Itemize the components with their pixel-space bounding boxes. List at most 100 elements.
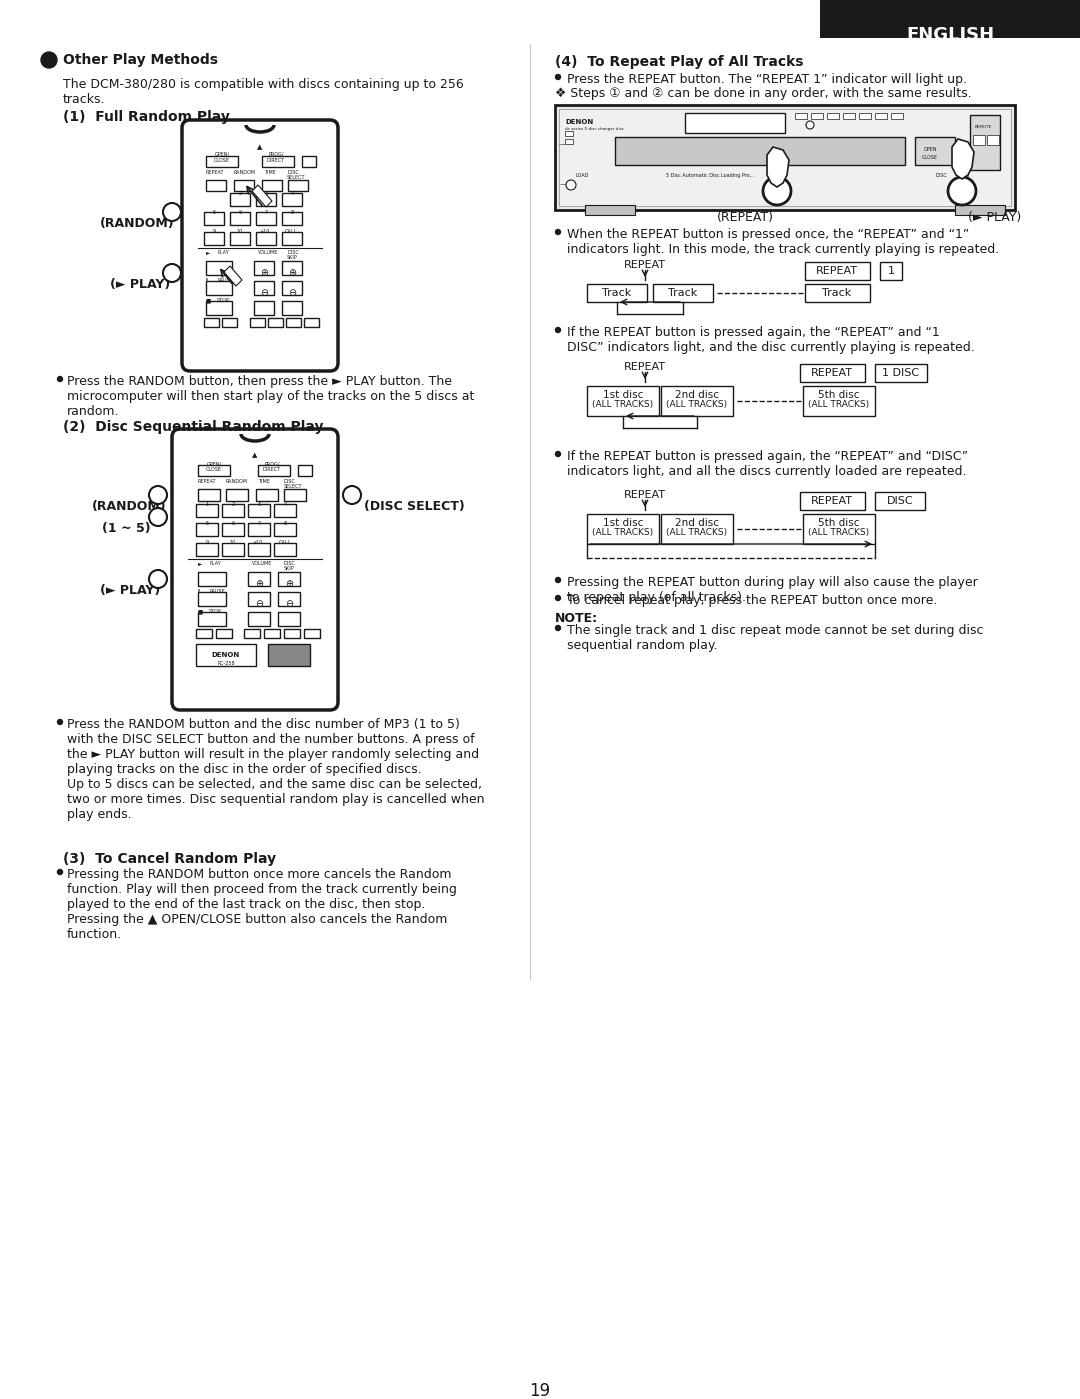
Text: II: II: [198, 589, 201, 595]
Text: 6: 6: [231, 520, 234, 526]
Text: DISC: DISC: [887, 497, 914, 506]
Bar: [230, 213, 249, 225]
Polygon shape: [951, 139, 974, 179]
Text: 1: 1: [772, 183, 782, 199]
Bar: [206, 157, 238, 166]
Text: 3: 3: [265, 192, 268, 196]
Bar: [915, 137, 955, 165]
Text: The single track and 1 disc repeat mode cannot be set during disc
sequential ran: The single track and 1 disc repeat mode …: [567, 624, 984, 652]
Bar: [248, 592, 270, 606]
Text: ■: ■: [198, 609, 203, 614]
Bar: [970, 115, 1000, 171]
Circle shape: [948, 178, 976, 206]
Circle shape: [555, 452, 561, 456]
Text: (DISC SELECT): (DISC SELECT): [364, 499, 464, 513]
Text: ►: ►: [198, 561, 202, 567]
Bar: [248, 611, 270, 625]
Text: PLAY: PLAY: [210, 561, 220, 567]
Text: PAUSE: PAUSE: [217, 278, 233, 283]
Text: 10: 10: [230, 540, 237, 546]
Circle shape: [163, 264, 181, 283]
Text: 8: 8: [283, 520, 286, 526]
Bar: [204, 213, 224, 225]
Text: (RANDOM): (RANDOM): [92, 499, 166, 513]
Text: 8: 8: [291, 210, 294, 215]
Text: OPEN/
CLOSE: OPEN/ CLOSE: [214, 152, 230, 162]
Bar: [843, 113, 855, 119]
Text: TIME: TIME: [258, 478, 270, 484]
Text: DISC: DISC: [284, 478, 296, 484]
Bar: [198, 464, 230, 476]
Bar: [268, 644, 310, 666]
Text: 4: 4: [283, 502, 286, 506]
Bar: [565, 132, 573, 136]
Bar: [805, 284, 870, 302]
Text: 2nd disc: 2nd disc: [675, 390, 719, 400]
Circle shape: [343, 485, 361, 504]
Text: PROG/
DIRECT: PROG/ DIRECT: [267, 152, 285, 162]
Text: VOLUME: VOLUME: [252, 561, 272, 567]
Text: 4: 4: [154, 574, 162, 583]
Text: Other Play Methods: Other Play Methods: [63, 53, 218, 67]
Bar: [987, 134, 999, 145]
Text: (1)  Full Random Play: (1) Full Random Play: [63, 111, 230, 125]
Text: SELECT: SELECT: [284, 484, 302, 490]
Circle shape: [762, 178, 791, 206]
Bar: [302, 157, 316, 166]
Text: LOAD: LOAD: [575, 173, 589, 178]
Text: When the REPEAT button is pressed once, the “REPEAT” and “1”
indicators light. I: When the REPEAT button is pressed once, …: [567, 228, 999, 256]
Bar: [278, 572, 300, 586]
Bar: [827, 113, 839, 119]
Bar: [256, 193, 276, 206]
Text: 4: 4: [291, 192, 294, 196]
Text: ⊖: ⊖: [288, 288, 296, 298]
Bar: [559, 109, 1011, 206]
Circle shape: [566, 180, 576, 190]
Bar: [248, 504, 270, 518]
Bar: [303, 318, 319, 327]
Text: (ALL TRACKS): (ALL TRACKS): [809, 400, 869, 410]
Text: 2: 2: [168, 269, 176, 278]
Bar: [274, 543, 296, 555]
Bar: [661, 386, 733, 416]
Text: (3)  To Cancel Random Play: (3) To Cancel Random Play: [63, 852, 276, 866]
Bar: [859, 113, 870, 119]
Text: DISC: DISC: [284, 561, 296, 567]
Bar: [195, 644, 256, 666]
Text: 1 DISC: 1 DISC: [882, 368, 919, 378]
Bar: [254, 262, 274, 276]
Text: ⊖: ⊖: [255, 599, 264, 609]
Text: ▲: ▲: [253, 452, 258, 457]
Bar: [256, 490, 278, 501]
Bar: [262, 157, 294, 166]
Bar: [249, 318, 265, 327]
Bar: [262, 180, 282, 192]
Circle shape: [149, 508, 167, 526]
Text: REPEAT: REPEAT: [624, 490, 666, 499]
Text: 5: 5: [213, 210, 216, 215]
Bar: [875, 113, 887, 119]
Text: CALL: CALL: [279, 540, 292, 546]
Bar: [198, 592, 226, 606]
Text: ⊕: ⊕: [285, 579, 293, 589]
Text: (REPEAT): (REPEAT): [716, 211, 773, 224]
Bar: [685, 113, 785, 133]
Bar: [278, 611, 300, 625]
Bar: [204, 232, 224, 245]
Bar: [254, 281, 274, 295]
Bar: [198, 490, 220, 501]
Text: (ALL TRACKS): (ALL TRACKS): [593, 400, 653, 410]
Text: ⊕: ⊕: [288, 269, 296, 278]
Text: 2: 2: [348, 490, 356, 499]
Text: If the REPEAT button is pressed again, the “REPEAT” and “1
DISC” indicators ligh: If the REPEAT button is pressed again, t…: [567, 326, 975, 354]
Circle shape: [57, 870, 63, 874]
Circle shape: [57, 376, 63, 382]
Bar: [248, 523, 270, 536]
Text: (RANDOM): (RANDOM): [100, 217, 175, 229]
Text: ⊕: ⊕: [260, 269, 268, 278]
Text: 1: 1: [168, 207, 176, 217]
Text: DISC: DISC: [287, 171, 299, 175]
Text: (2)  Disc Sequential Random Play: (2) Disc Sequential Random Play: [63, 420, 324, 434]
Bar: [565, 139, 573, 144]
Bar: [204, 318, 219, 327]
